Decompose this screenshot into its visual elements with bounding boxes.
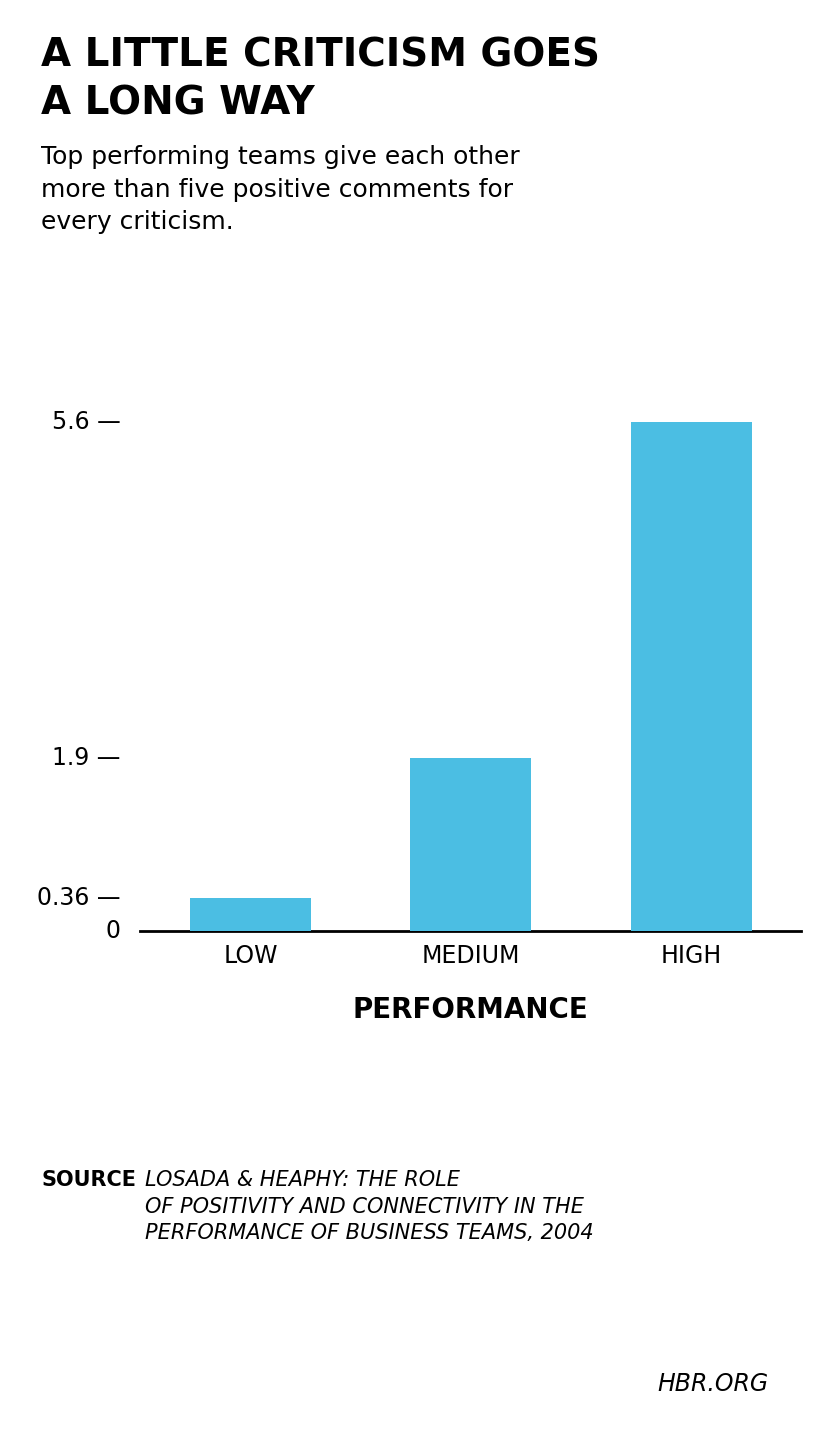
Text: 0.36 —: 0.36 —: [37, 885, 121, 910]
Text: LOSADA & HEAPHY: THE ROLE
OF POSITIVITY AND CONNECTIVITY IN THE
PERFORMANCE OF B: LOSADA & HEAPHY: THE ROLE OF POSITIVITY …: [145, 1170, 593, 1243]
Text: A LONG WAY: A LONG WAY: [41, 84, 315, 122]
Bar: [190, 897, 311, 931]
Text: A LITTLE CRITICISM GOES: A LITTLE CRITICISM GOES: [41, 36, 601, 74]
Text: HBR.ORG: HBR.ORG: [657, 1371, 768, 1396]
Bar: [630, 422, 752, 931]
Text: 5.6 —: 5.6 —: [52, 410, 121, 433]
Text: SOURCE: SOURCE: [41, 1170, 136, 1191]
Bar: [411, 758, 531, 931]
Text: 0: 0: [106, 919, 121, 942]
Text: Top performing teams give each other
more than five positive comments for
every : Top performing teams give each other mor…: [41, 145, 520, 234]
Text: 1.9 —: 1.9 —: [52, 746, 121, 771]
X-axis label: PERFORMANCE: PERFORMANCE: [353, 996, 589, 1024]
